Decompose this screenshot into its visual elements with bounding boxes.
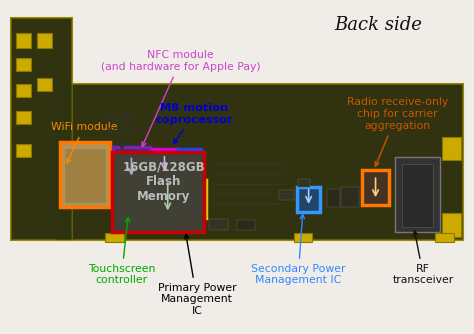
Bar [36, 77, 52, 91]
Bar [55, 84, 463, 240]
Text: 16GB/128GB
Flash
Memory: 16GB/128GB Flash Memory [123, 160, 205, 203]
Text: Back side: Back side [335, 16, 422, 34]
Text: Primary Power
Management
IC: Primary Power Management IC [158, 234, 236, 316]
Bar [16, 33, 31, 48]
Bar [55, 84, 463, 240]
Bar [178, 180, 206, 218]
Bar [60, 142, 110, 207]
Bar [16, 111, 31, 124]
Text: WiFi module: WiFi module [51, 122, 117, 163]
Bar [140, 180, 195, 218]
Bar [402, 164, 433, 227]
Bar [442, 213, 461, 236]
Bar [435, 233, 454, 241]
Text: RF
transceiver: RF transceiver [392, 231, 454, 286]
Bar [16, 58, 31, 71]
Bar [362, 170, 389, 205]
Text: Touchscreen
controller: Touchscreen controller [88, 218, 155, 286]
Bar [297, 187, 320, 212]
Bar [112, 152, 204, 231]
Bar [16, 84, 31, 98]
Text: Audio
codec: Audio codec [108, 113, 140, 149]
Bar [395, 157, 439, 231]
Bar [105, 233, 124, 241]
Text: NFC module
(and hardware for Apple Pay): NFC module (and hardware for Apple Pay) [100, 50, 260, 147]
Bar [11, 18, 72, 240]
Bar [16, 144, 31, 157]
Bar [36, 33, 52, 48]
Text: Radio receive-only
chip for carrier
aggregation: Radio receive-only chip for carrier aggr… [346, 98, 448, 166]
Text: M8 motion
coprocessor: M8 motion coprocessor [156, 103, 234, 144]
Bar [237, 220, 255, 230]
Bar [178, 149, 201, 178]
Bar [442, 137, 461, 160]
Bar [11, 18, 72, 240]
Bar [327, 188, 340, 207]
Bar [65, 149, 105, 202]
Bar [209, 219, 228, 230]
Bar [279, 189, 294, 200]
Bar [341, 187, 358, 207]
Bar [113, 147, 150, 185]
Bar [152, 149, 177, 179]
Bar [298, 179, 310, 187]
Bar [293, 233, 312, 241]
Text: Secondary Power
Management IC: Secondary Power Management IC [251, 214, 346, 286]
